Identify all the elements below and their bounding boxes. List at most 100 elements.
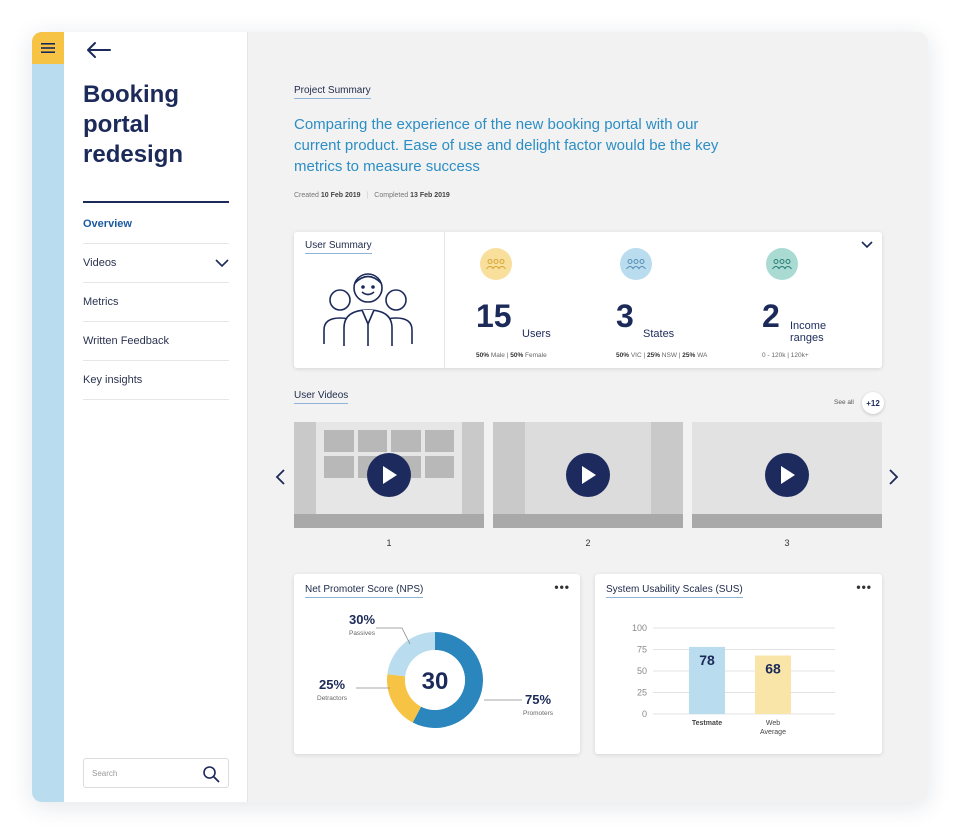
chevron-down-icon[interactable] [860,238,874,252]
nps-value-label: 75% [525,692,551,707]
users-breakdown: 50% Male | 50% Female [476,352,547,359]
donut-hole [405,650,465,710]
people-icon [486,259,506,270]
title-divider [83,201,229,203]
leader-line [376,627,411,645]
nps-value-label: 25% [319,677,345,692]
video-number: 3 [784,538,790,548]
created-date: 10 Feb 2019 [320,192,361,199]
page-title: Booking portal redesign [83,81,184,168]
sidebar-item-written-feedback[interactable]: Written Feedback [83,322,229,361]
states-breakdown: 50% VIC | 25% NSW | 25% WA [616,352,708,359]
y-tick-label: 75 [637,645,647,655]
sus-bar-chart: 0 25 50 75 100 78 Testmate 68 Web Average [632,623,835,736]
bar-testmate [689,646,725,714]
project-summary-label: Project Summary [294,85,371,99]
users-count: 15 [476,298,512,334]
sidebar-item-overview[interactable]: Overview [83,205,229,244]
user-videos-label: User Videos [294,390,349,404]
search-box [83,758,229,788]
donut-slice-detractors [387,674,422,723]
sidebar: Booking portal redesign Overview Videos … [64,32,248,802]
sus-title: System Usability Scales (SUS) [606,584,743,598]
chevron-right-icon[interactable] [886,468,900,486]
more-videos-badge[interactable]: +12 [862,392,884,414]
app-window: Booking portal redesign Overview Videos … [32,32,928,802]
more-options-icon[interactable]: ••• [554,580,570,594]
sidebar-item-videos[interactable]: Videos [83,244,229,283]
sidebar-item-label: Metrics [83,296,119,308]
main-content: Project Summary Comparing the experience… [248,32,928,802]
users-icon-circle [480,248,512,280]
nps-donut-chart: 30 30% Passives 25% Detractors 75% Promoters [317,612,554,728]
see-all-link[interactable]: See all [834,399,854,406]
income-unit: Income ranges [790,320,827,344]
completed-label: Completed [374,192,409,199]
people-icon [772,259,792,270]
sidebar-nav: Overview Videos Metrics Written Feedback… [83,205,229,400]
user-summary-panel: User Summary [294,232,445,368]
video-thumbnail[interactable] [493,422,683,528]
completed-date: 13 Feb 2019 [410,192,450,199]
bar-web-average [755,655,791,714]
sidebar-item-key-insights[interactable]: Key insights [83,361,229,400]
nps-title: Net Promoter Score (NPS) [305,584,424,598]
nps-card: Net Promoter Score (NPS) ••• 30 30% Passiv… [294,574,580,754]
sidebar-item-label: Key insights [83,374,143,386]
y-tick-label: 50 [637,666,647,676]
video-controls-bar [692,514,882,528]
income-count: 2 [762,298,780,334]
user-group-icon [323,273,413,346]
search-input[interactable] [92,768,202,778]
states-count: 3 [616,298,634,334]
stat-users: 15 Users 50% Male | 50% Female [476,248,551,359]
stat-states: 3 States 50% VIC | 25% NSW | 25% WA [616,248,707,359]
income-breakdown: 0 - 120k | 120k+ [762,352,809,359]
hamburger-icon [41,43,55,53]
video-controls-bar [294,514,484,528]
play-button[interactable] [765,453,809,497]
nps-category-label: Promoters [523,710,554,717]
nps-category-label: Detractors [317,695,348,702]
people-icon [626,259,646,270]
states-icon-circle [620,248,652,280]
chevron-down-icon [215,259,229,267]
x-tick-label: Testmate [692,720,722,727]
search-icon[interactable] [202,765,220,783]
nps-value-label: 30% [349,612,375,627]
video-thumbnail[interactable] [692,422,882,528]
sidebar-item-label: Overview [83,218,132,230]
video-number: 1 [386,538,392,548]
created-label: Created [294,192,319,199]
user-summary-label: User Summary [305,240,372,254]
play-button[interactable] [367,453,411,497]
chevron-left-icon[interactable] [274,468,288,486]
play-button[interactable] [566,453,610,497]
y-tick-label: 100 [632,623,647,633]
income-icon-circle [766,248,798,280]
sidebar-item-metrics[interactable]: Metrics [83,283,229,322]
side-rail [32,32,64,802]
bar-value-label: 78 [699,652,715,668]
video-controls-bar [493,514,683,528]
video-thumbnail[interactable] [294,422,484,528]
sidebar-item-label: Written Feedback [83,335,170,347]
states-unit: States [643,328,675,340]
sidebar-item-label: Videos [83,257,117,269]
nps-score: 30 [422,668,449,695]
more-options-icon[interactable]: ••• [856,580,872,594]
project-headline: Comparing the experience of the new book… [294,116,719,175]
video-number: 2 [585,538,591,548]
back-arrow-icon[interactable] [84,40,112,60]
users-unit: Users [522,328,551,340]
x-tick-label: Web [766,720,780,727]
menu-button[interactable] [32,32,64,64]
donut-slice-promoters [412,632,483,728]
x-tick-label: Average [760,729,786,736]
project-dates: Created 10 Feb 2019 | Completed 13 Feb 2… [294,192,450,199]
y-tick-label: 0 [642,709,647,719]
stat-income: 2 Income ranges 0 - 120k | 120k+ [762,248,826,359]
play-icon [582,466,596,484]
sus-card: System Usability Scales (SUS) ••• 0 25 50 7… [595,574,882,754]
user-summary-card: User Summary 15 [294,232,882,368]
